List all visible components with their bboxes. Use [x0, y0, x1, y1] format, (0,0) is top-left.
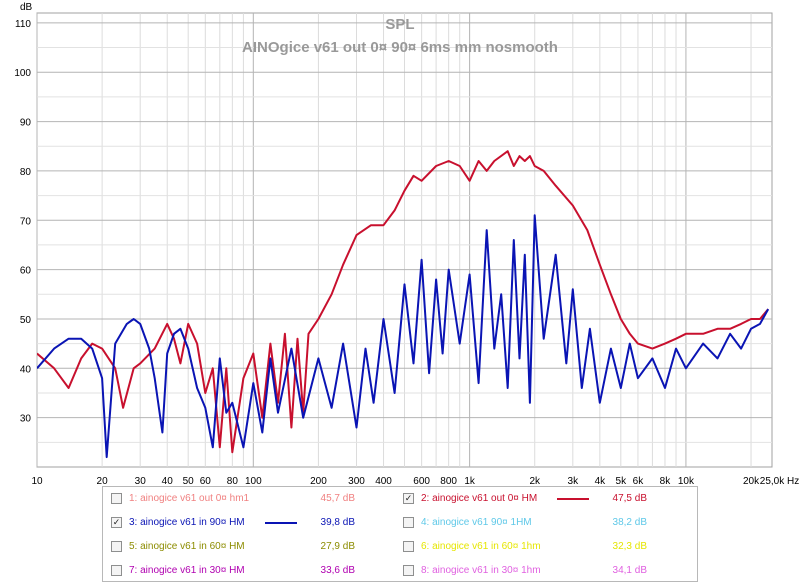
- chart-title: SPL: [385, 16, 414, 33]
- legend-item-1[interactable]: 1: ainogice v61 out 0¤ hm1 45,7 dB: [103, 490, 395, 508]
- y-tick-label: 30: [20, 414, 32, 425]
- x-tick-label: 60: [200, 476, 212, 486]
- y-tick-label: 80: [20, 167, 32, 178]
- legend-checkbox[interactable]: [403, 517, 414, 528]
- x-tick-label: 2k: [529, 476, 541, 486]
- x-tick-label: 3k: [568, 476, 580, 486]
- legend-value: 39,8 dB: [320, 517, 355, 528]
- x-tick-label: 600: [413, 476, 430, 486]
- legend-label: 2: ainogice v61 out 0¤ HM: [421, 493, 538, 504]
- x-tick-label: 30: [135, 476, 147, 486]
- series-line-3: [37, 214, 770, 459]
- y-axis-label: dB: [20, 2, 33, 13]
- x-tick-label: 6k: [633, 476, 645, 486]
- x-tick-label: 80: [227, 476, 239, 486]
- legend-item-4[interactable]: 4: ainogice v61 90¤ 1HM 38,2 dB: [395, 514, 687, 532]
- legend-label: 4: ainogice v61 90¤ 1HM: [421, 517, 532, 528]
- x-tick-label: 8k: [660, 476, 672, 486]
- legend-item-8[interactable]: 8: ainogice v61 in 30¤ 1hm 34,1 dB: [395, 562, 687, 580]
- x-tick-label: 800: [440, 476, 457, 486]
- chart-subtitle: AINOgice v61 out 0¤ 90¤ 6ms mm nosmooth: [242, 39, 558, 56]
- legend-label: 5: ainogice v61 in 60¤ HM: [129, 541, 245, 552]
- legend-checkbox[interactable]: ✓: [403, 493, 414, 504]
- legend-checkbox[interactable]: ✓: [111, 517, 122, 528]
- legend-value: 33,6 dB: [320, 565, 355, 576]
- y-tick-label: 100: [14, 68, 31, 79]
- y-tick-label: 110: [15, 19, 31, 30]
- legend-value: 45,7 dB: [320, 493, 355, 504]
- legend-checkbox[interactable]: [111, 541, 122, 552]
- grid: [36, 13, 772, 467]
- legend-checkbox[interactable]: [111, 493, 122, 504]
- legend-value: 34,1 dB: [612, 565, 647, 576]
- x-tick-label: 20k: [743, 476, 760, 486]
- legend-label: 6: ainogice v61 in 60¤ 1hm: [421, 541, 541, 552]
- x-tick-label: 300: [348, 476, 365, 486]
- x-axis-unit: Hz: [787, 476, 799, 486]
- x-tick-label: 400: [375, 476, 392, 486]
- legend-item-2[interactable]: ✓ 2: ainogice v61 out 0¤ HM 47,5 dB: [395, 490, 687, 508]
- legend-checkbox[interactable]: [403, 565, 414, 576]
- legend-label: 1: ainogice v61 out 0¤ hm1: [129, 493, 250, 504]
- x-tick-label: 10: [31, 476, 43, 486]
- y-tick-labels: 110 100 90 80 70 60 50 40 30: [14, 19, 31, 425]
- legend-checkbox[interactable]: [111, 565, 122, 576]
- x-tick-label: 100: [245, 476, 262, 486]
- x-tick-label: 40: [162, 476, 174, 486]
- x-tick-labels: 10 20 30 40 50 60 80 100 200 300 400 600 800 1k 2k 3k 4k…: [31, 476, 785, 486]
- x-tick-label: 25,0k: [760, 476, 785, 486]
- series-line-2: [37, 150, 769, 454]
- legend-swatch: [265, 522, 297, 524]
- y-tick-label: 70: [20, 216, 32, 227]
- y-tick-label: 50: [20, 315, 32, 326]
- legend-label: 8: ainogice v61 in 30¤ 1hm: [421, 565, 541, 576]
- legend-item-3[interactable]: ✓ 3: ainogice v61 in 90¤ HM 39,8 dB: [103, 514, 395, 532]
- legend-value: 27,9 dB: [320, 541, 355, 552]
- y-tick-label: 90: [20, 118, 32, 129]
- x-tick-label: 5k: [616, 476, 628, 486]
- legend-label: 3: ainogice v61 in 90¤ HM: [129, 517, 245, 528]
- x-tick-label: 50: [183, 476, 195, 486]
- legend-swatch: [557, 498, 589, 500]
- x-tick-label: 200: [310, 476, 327, 486]
- x-tick-label: 1k: [464, 476, 476, 486]
- legend-value: 32,3 dB: [612, 541, 647, 552]
- legend-item-6[interactable]: 6: ainogice v61 in 60¤ 1hm 32,3 dB: [395, 538, 687, 556]
- y-tick-label: 40: [20, 364, 32, 375]
- x-tick-label: 10k: [678, 476, 695, 486]
- legend-label: 7: ainogice v61 in 30¤ HM: [129, 565, 245, 576]
- legend-checkbox[interactable]: [403, 541, 414, 552]
- y-tick-label: 60: [20, 266, 32, 277]
- spl-chart: SPL AINOgice v61 out 0¤ 90¤ 6ms mm nosmo…: [14, 2, 799, 486]
- legend-item-5[interactable]: 5: ainogice v61 in 60¤ HM 27,9 dB: [103, 538, 395, 556]
- x-tick-label: 20: [97, 476, 109, 486]
- x-tick-label: 4k: [595, 476, 607, 486]
- series-layer: [37, 150, 770, 459]
- legend: 1: ainogice v61 out 0¤ hm1 45,7 dB ✓ 2: …: [102, 486, 698, 582]
- legend-value: 47,5 dB: [612, 493, 647, 504]
- legend-value: 38,2 dB: [612, 517, 647, 528]
- legend-item-7[interactable]: 7: ainogice v61 in 30¤ HM 33,6 dB: [103, 562, 395, 580]
